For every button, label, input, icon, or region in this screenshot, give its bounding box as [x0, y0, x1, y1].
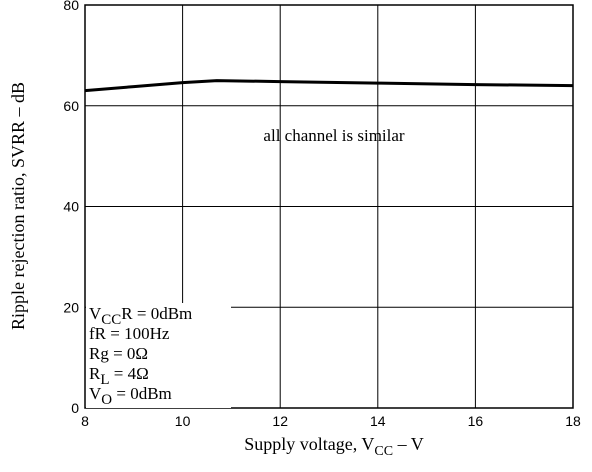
svrr-series-line — [84, 79, 574, 93]
y-axis-label: Ripple rejection ratio, SVRR – dB — [8, 82, 28, 330]
grid-lines — [85, 5, 573, 408]
condition-line: VO = 0dBm — [89, 384, 172, 408]
condition-line: VCCR = 0dBm — [89, 304, 192, 328]
x-axis-label-main: Supply voltage, V — [244, 434, 374, 454]
conditions-background — [86, 303, 231, 408]
y-tick-label: 20 — [63, 299, 79, 315]
x-tick-label: 8 — [81, 413, 89, 429]
tick-labels: 8 10 12 14 16 18 0 20 40 60 80 — [63, 0, 581, 429]
condition-line: RL = 4Ω — [89, 364, 149, 388]
x-tick-label: 10 — [175, 413, 191, 429]
data-series — [84, 79, 574, 93]
y-tick-label: 60 — [63, 98, 79, 114]
x-axis-label-sub: CC — [374, 444, 393, 459]
condition-line: fR = 100Hz — [89, 324, 170, 343]
annotation-text: all channel is similar — [263, 126, 404, 145]
condition-line: Rg = 0Ω — [89, 344, 148, 363]
y-tick-label: 0 — [71, 400, 79, 416]
x-tick-label: 12 — [272, 413, 288, 429]
x-tick-label: 14 — [370, 413, 386, 429]
y-tick-label: 40 — [63, 199, 79, 215]
x-axis-label-unit: – V — [393, 434, 424, 454]
x-tick-label: 16 — [468, 413, 484, 429]
plot-frame — [84, 4, 574, 409]
x-axis-label: Supply voltage, VCC – V — [244, 434, 424, 459]
y-tick-label: 80 — [63, 0, 79, 13]
x-tick-label: 18 — [565, 413, 581, 429]
